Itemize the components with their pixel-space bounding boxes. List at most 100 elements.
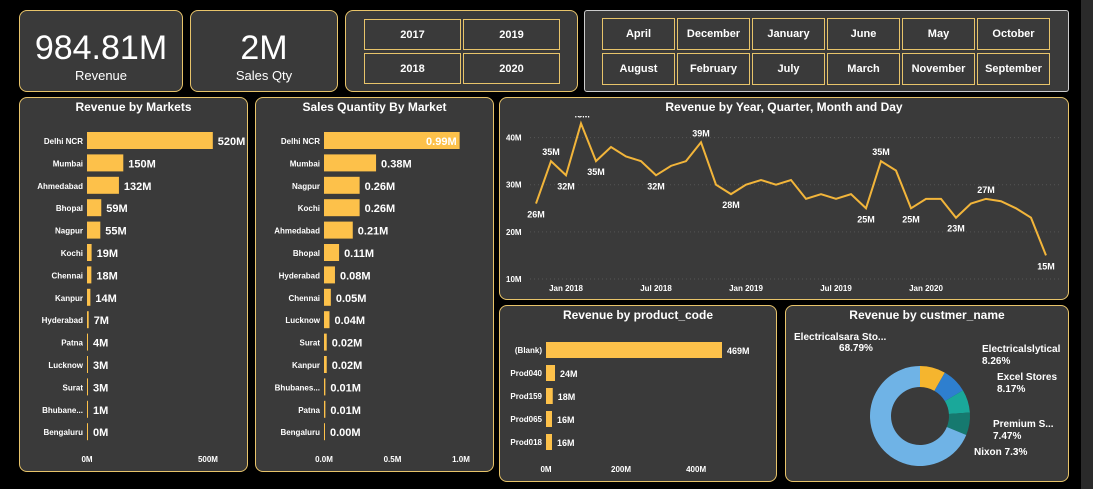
month-august-button[interactable]: August [602,53,675,85]
bar [546,411,553,427]
category-label: Lucknow [285,316,320,325]
point-label: 35M [872,147,890,157]
y-tick-label: 10M [506,275,522,284]
kpi-revenue-value: 984.81M [34,29,168,67]
category-label: Bengaluru [280,428,320,437]
year-slicer: 2017 2019 2018 2020 [345,10,578,92]
x-tick-label: 400M [686,465,706,474]
bar [87,266,92,284]
bar [87,176,119,194]
year-2017-button[interactable]: 2017 [364,19,461,50]
month-december-button[interactable]: December [677,18,750,50]
data-label: 0.02M [332,360,363,372]
data-label: 150M [128,158,156,170]
bar [87,132,213,149]
category-label: Chennai [288,294,320,303]
data-label: 55M [105,226,126,238]
slice-label: Excel Stores [997,372,1057,383]
bar [324,400,326,418]
point-label: 35M [587,167,605,177]
data-label: 0.99M [426,136,457,148]
month-february-button[interactable]: February [677,53,750,85]
slice-label: Electricalslytical [982,344,1061,355]
revenue-by-markets-chart: Delhi NCR 520M Mumbai 150M Ahmedabad 132M Bhop… [37,132,245,464]
month-may-button[interactable]: May [902,18,975,50]
x-tick-label: Jan 2019 [729,284,763,293]
month-january-button[interactable]: January [752,18,825,50]
category-label: Patna [61,339,83,348]
donut-slice [934,372,963,402]
bar [324,132,460,149]
kpi-sales-qty-label: Sales Qty [235,68,293,83]
category-label: Kochi [61,249,83,258]
kpi-card-sales-qty: 2M Sales Qty [190,10,338,92]
point-label: 43M [572,116,590,119]
bar [324,244,340,261]
month-july-button[interactable]: July [752,53,825,85]
category-label: Chennai [51,271,83,280]
revenue-trend-title: Revenue by Year, Quarter, Month and Day [665,100,903,114]
year-2018-button[interactable]: 2018 [364,53,461,84]
data-label: 18M [558,392,576,402]
data-label: 18M [96,270,117,282]
point-label: 23M [947,224,965,234]
revenue-by-markets-title: Revenue by Markets [75,100,192,114]
kpi-revenue-label: Revenue [74,68,128,83]
point-label: 39M [692,128,710,138]
category-label: Nagpur [292,182,320,191]
revenue-trend-chart: 10M 20M 30M 40M 26M 35M 32M 43M 35M 32M 39M 28M 25M 3… [506,116,1060,293]
x-tick-label: 0.5M [384,455,402,464]
category-label: Bhopal [56,204,83,213]
category-label: (Blank) [515,346,542,355]
bar [324,311,330,329]
bar [324,266,335,284]
bar [324,288,331,306]
revenue-by-customer-card: Revenue by custmer_name Electricalsara S… [785,305,1069,482]
point-label: 25M [902,214,920,224]
data-label: 0.04M [334,315,365,327]
data-label: 0.38M [381,158,412,170]
category-label: Bhopal [293,249,320,258]
slice-label: Nixon 7.3% [974,447,1027,458]
category-label: Bhubanes... [275,383,320,392]
x-tick-label: 500M [198,455,218,464]
point-label: 15M [1037,261,1055,271]
point-label: 25M [857,214,875,224]
bar [87,378,88,396]
data-label: 0.11M [344,248,374,260]
bar [87,288,91,306]
data-label: 24M [560,369,578,379]
scrollbar[interactable] [1081,0,1093,489]
data-label: 59M [106,203,127,215]
month-november-button[interactable]: November [902,53,975,85]
bar [324,356,327,373]
x-tick-label: 1.0M [452,455,470,464]
category-label: Ahmedabad [37,182,83,191]
data-label: 469M [727,346,750,356]
bar [546,434,553,450]
month-june-button[interactable]: June [827,18,900,50]
month-april-button[interactable]: April [602,18,675,50]
revenue-by-customer-chart: Electricalsara Sto...68.79% Electricalsly… [794,332,1061,466]
x-tick-label: 0M [81,455,92,464]
month-september-button[interactable]: September [977,53,1050,85]
month-october-button[interactable]: October [977,18,1050,50]
donut-slice [870,366,967,466]
data-label: 16M [557,438,575,448]
year-2020-button[interactable]: 2020 [463,53,560,84]
year-2019-button[interactable]: 2019 [463,19,560,50]
category-label: Mumbai [290,159,320,168]
slice-label: 68.79% [839,343,873,354]
category-label: Prod159 [510,392,542,401]
data-label: 0.02M [332,338,363,350]
point-label: 32M [557,181,575,191]
revenue-by-customer-title: Revenue by custmer_name [849,308,1005,322]
month-march-button[interactable]: March [827,53,900,85]
data-label: 132M [124,181,152,193]
point-label: 26M [527,210,545,220]
slice-label: 8.17% [997,384,1025,395]
category-label: Delhi NCR [44,137,83,146]
bar [87,400,88,418]
slice-label: Electricalsara Sto... [794,332,886,343]
slice-label: 7.47% [993,431,1021,442]
